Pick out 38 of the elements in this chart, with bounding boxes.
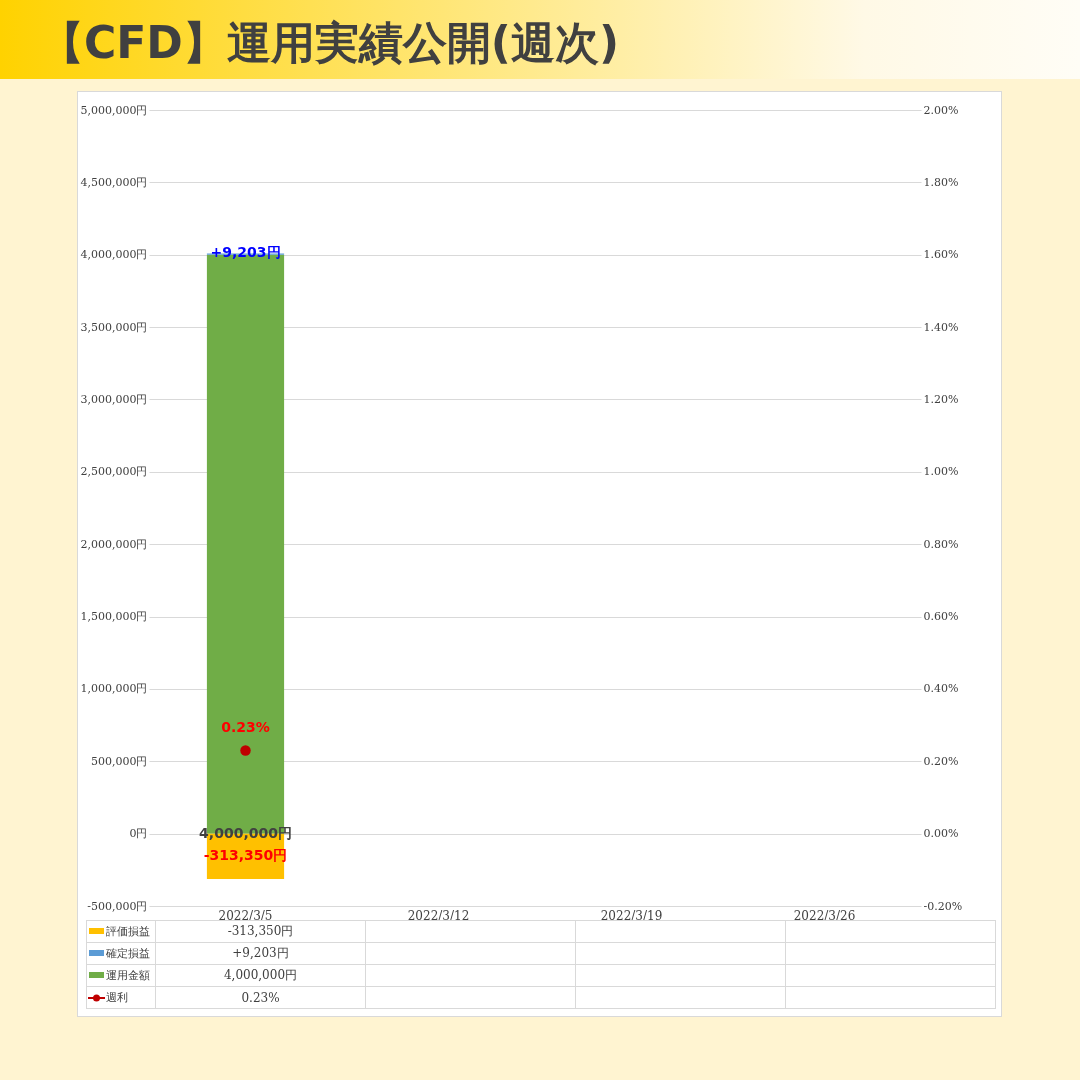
y2-tick-label: 0.20% bbox=[923, 754, 959, 768]
y-tick-label: 3,000,000円 bbox=[80, 392, 148, 406]
data-label: 0.23% bbox=[221, 719, 270, 736]
y-tick-label: 0円 bbox=[129, 827, 148, 841]
y-tick-label: 1,000,000円 bbox=[80, 682, 148, 696]
y2-tick-label: -0.20% bbox=[923, 899, 963, 913]
y2-tick-label: 2.00% bbox=[923, 103, 959, 117]
x-tick-label: 2022/3/19 bbox=[600, 908, 663, 923]
y-tick-label: 3,500,000円 bbox=[80, 320, 148, 334]
text: 0.23% bbox=[241, 990, 280, 1005]
y2-tick-label: 0.60% bbox=[923, 610, 959, 624]
y-tick-label: 4,500,000円 bbox=[80, 175, 148, 189]
y2-tick-label: 1.20% bbox=[923, 392, 959, 406]
y2-tick-label: 1.00% bbox=[923, 465, 959, 479]
y-tick-label: 2,000,000円 bbox=[80, 537, 148, 551]
legend-label: 確定損益 bbox=[86, 942, 156, 965]
y-tick-label: 5,000,000円 bbox=[80, 103, 148, 117]
x-tick-label: 2022/3/5 bbox=[218, 908, 273, 923]
x-tick-label: 2022/3/12 bbox=[407, 908, 470, 923]
chart-title: 【CFD】運用実績公開(週次) bbox=[40, 16, 620, 70]
y2-tick-label: 1.60% bbox=[923, 248, 959, 262]
y2-tick-label: 1.80% bbox=[923, 175, 959, 189]
y-tick-label: 500,000円 bbox=[91, 754, 148, 768]
y2-tick-label: 1.40% bbox=[923, 320, 959, 334]
text: 4,000,000円 bbox=[223, 968, 298, 982]
y2-tick-label: 0.00% bbox=[923, 827, 959, 841]
legend-label: 運用金額 bbox=[86, 964, 156, 987]
legend-label: 週利 bbox=[86, 986, 156, 1009]
y-tick-label: 2,500,000円 bbox=[80, 465, 148, 479]
y-tick-label: 1,500,000円 bbox=[80, 610, 148, 624]
y-tick-label: 4,000,000円 bbox=[80, 248, 148, 262]
y2-tick-label: 0.80% bbox=[923, 537, 959, 551]
y-tick-label: -500,000円 bbox=[87, 899, 148, 913]
x-tick-label: 2022/3/26 bbox=[793, 908, 856, 923]
legend-label: 評価損益 bbox=[86, 920, 156, 943]
text: -313,350円 bbox=[227, 924, 294, 938]
text: +9,203円 bbox=[232, 946, 289, 960]
y2-tick-label: 0.40% bbox=[923, 682, 959, 696]
